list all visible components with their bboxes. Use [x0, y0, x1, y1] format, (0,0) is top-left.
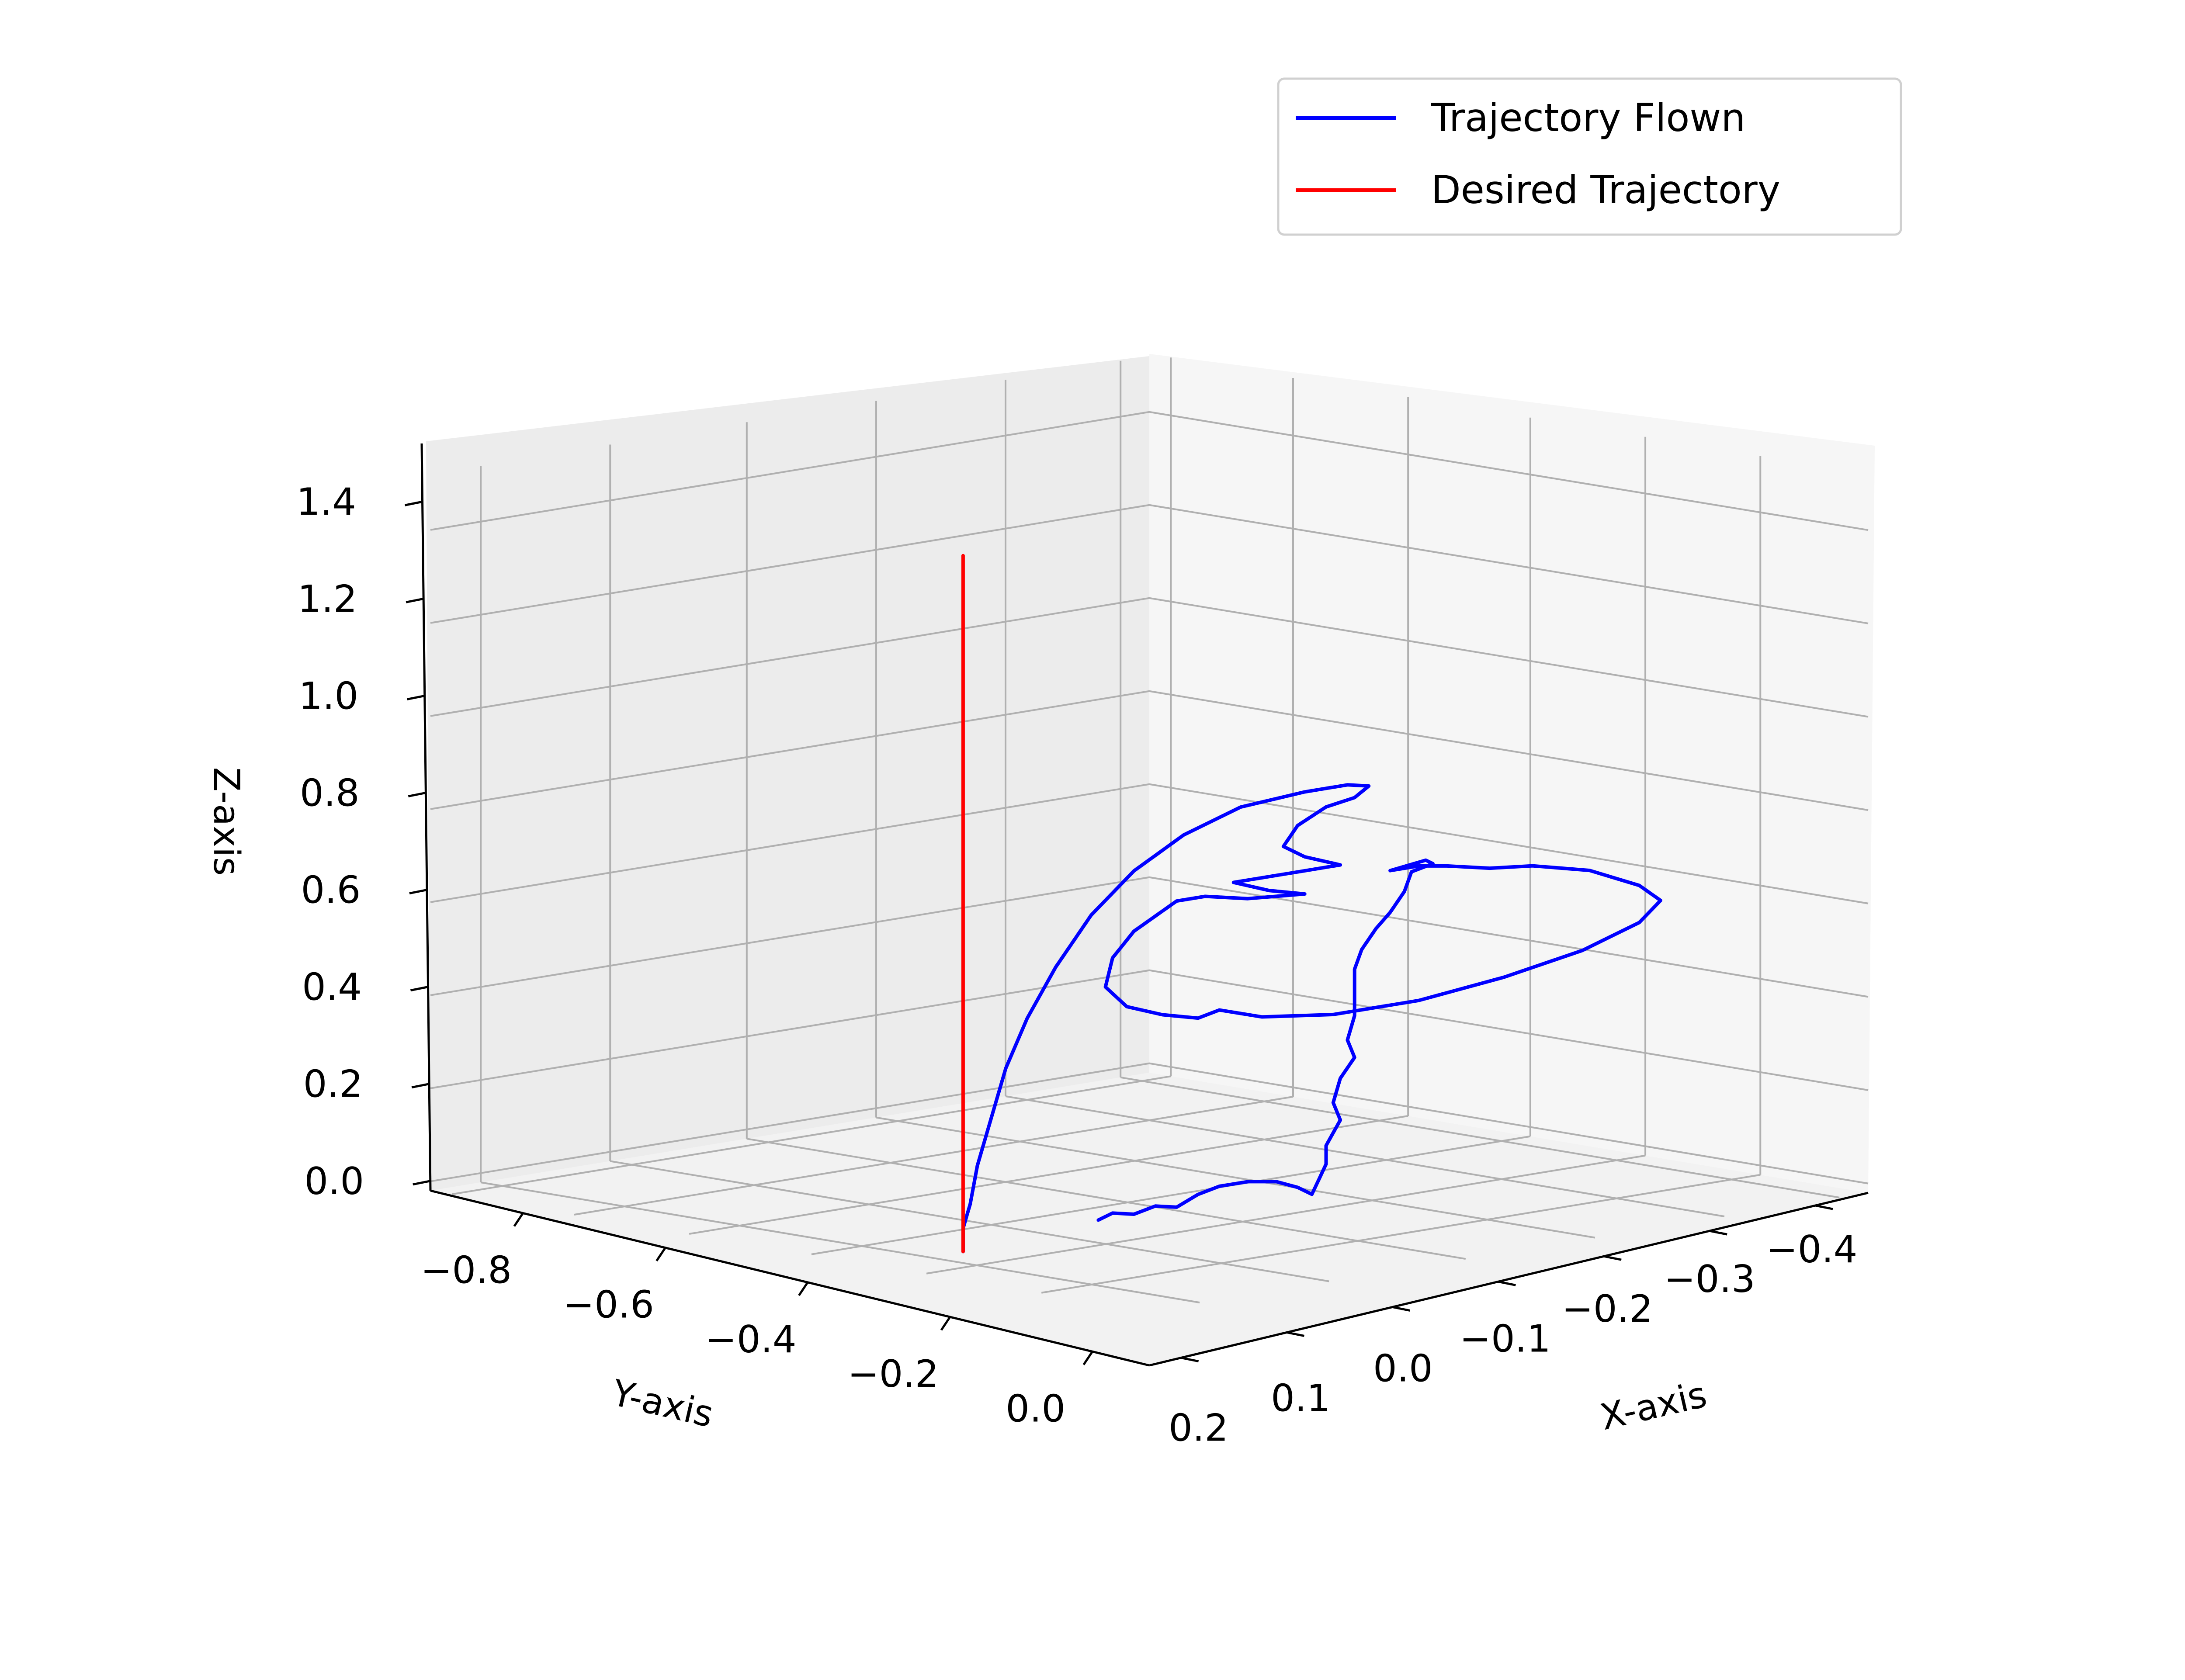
z-tick	[407, 694, 425, 700]
grid-line	[430, 411, 1869, 531]
legend: Trajectory Flown Desired Trajectory	[1277, 77, 1902, 236]
x-tick	[1498, 1280, 1516, 1286]
z-tick	[411, 1083, 430, 1089]
grid-line	[1041, 1174, 1761, 1294]
y-tick	[513, 1212, 524, 1227]
y-tick	[656, 1247, 666, 1262]
grid-line	[689, 1115, 1408, 1235]
z-tick-label: 1.4	[296, 480, 356, 524]
y-tick	[1082, 1351, 1093, 1365]
grid-lines	[430, 357, 1869, 1304]
grid-line	[574, 1096, 1294, 1216]
z-tick-label: 0.8	[300, 771, 360, 815]
y-tick-label: −0.2	[848, 1352, 939, 1396]
grid-line	[430, 876, 1869, 998]
x-tick	[1181, 1357, 1199, 1363]
z-tick	[413, 1180, 431, 1186]
grid-line	[876, 1116, 1595, 1239]
grid-line	[430, 1062, 1869, 1185]
x-tick	[1815, 1204, 1833, 1210]
grid-line	[430, 690, 1869, 811]
grid-line	[746, 1138, 1466, 1260]
y-tick-label: −0.8	[420, 1248, 512, 1292]
y-tick-label: −0.4	[705, 1318, 797, 1361]
legend-label-trajectory-flown: Trajectory Flown	[1431, 95, 1745, 140]
series-line-trajectory-flown	[961, 783, 1662, 1254]
z-axis-line	[420, 443, 432, 1191]
grid-line	[430, 783, 1869, 904]
y-tick	[940, 1316, 951, 1331]
y-tick-label: 0.0	[1006, 1387, 1065, 1431]
y-axis-label: Y-axis	[607, 1372, 717, 1435]
x-tick	[1709, 1230, 1727, 1236]
grid-line	[1120, 1076, 1840, 1199]
x-tick-label: −0.2	[1562, 1287, 1653, 1331]
x-tick-label: −0.1	[1460, 1317, 1551, 1361]
axes-panes	[426, 354, 1875, 1365]
x-tick-label: 0.2	[1169, 1406, 1228, 1450]
grid-line	[430, 597, 1869, 718]
z-tick	[410, 986, 429, 992]
z-tick	[405, 500, 423, 506]
grid-line	[1005, 1095, 1725, 1217]
z-tick-label: 1.2	[298, 577, 357, 621]
grid-line	[430, 969, 1869, 1091]
x-tick-label: 0.1	[1271, 1376, 1331, 1420]
x-axis-line	[1149, 1192, 1869, 1367]
z-tick	[408, 792, 426, 797]
right-wall-pane	[1149, 354, 1875, 1193]
z-tick-label: 0.6	[301, 869, 361, 912]
grid-line	[610, 1160, 1329, 1282]
z-tick-label: 0.0	[304, 1160, 364, 1203]
y-tick-label: −0.6	[563, 1283, 654, 1327]
tick-marks	[405, 500, 1833, 1365]
grid-line	[430, 504, 1869, 624]
z-axis-label: Z-axis	[205, 767, 247, 876]
z-tick-label: 0.2	[303, 1063, 363, 1106]
x-tick-label: −0.3	[1664, 1257, 1755, 1301]
z-tick-label: 1.0	[298, 674, 358, 718]
x-tick-label: 0.0	[1373, 1347, 1433, 1390]
grid-line	[452, 1075, 1171, 1195]
legend-label-desired-trajectory: Desired Trajectory	[1431, 167, 1780, 212]
axis-lines	[420, 443, 1869, 1367]
y-tick	[798, 1282, 809, 1296]
z-tick	[406, 597, 424, 603]
grid-line	[811, 1135, 1531, 1255]
x-axis-label: X-axis	[1596, 1374, 1710, 1438]
x-tick	[1286, 1331, 1304, 1337]
x-tick	[1392, 1306, 1410, 1312]
tick-labels: 0.0 0.2 0.4 0.6 0.8 1.0 1.2 1.4 −0.8 −0.6 −0.4 −0.2…	[296, 480, 1857, 1450]
left-wall-pane	[426, 356, 1149, 1191]
grid-line	[480, 1181, 1200, 1304]
legend-box	[1277, 77, 1902, 236]
z-tick	[409, 889, 427, 895]
series-lines	[961, 554, 1662, 1254]
x-tick	[1603, 1255, 1622, 1261]
grid-line	[926, 1154, 1646, 1275]
y-axis-line	[430, 1189, 1150, 1367]
x-tick-label: −0.4	[1766, 1228, 1858, 1271]
z-tick-label: 0.4	[302, 966, 362, 1009]
